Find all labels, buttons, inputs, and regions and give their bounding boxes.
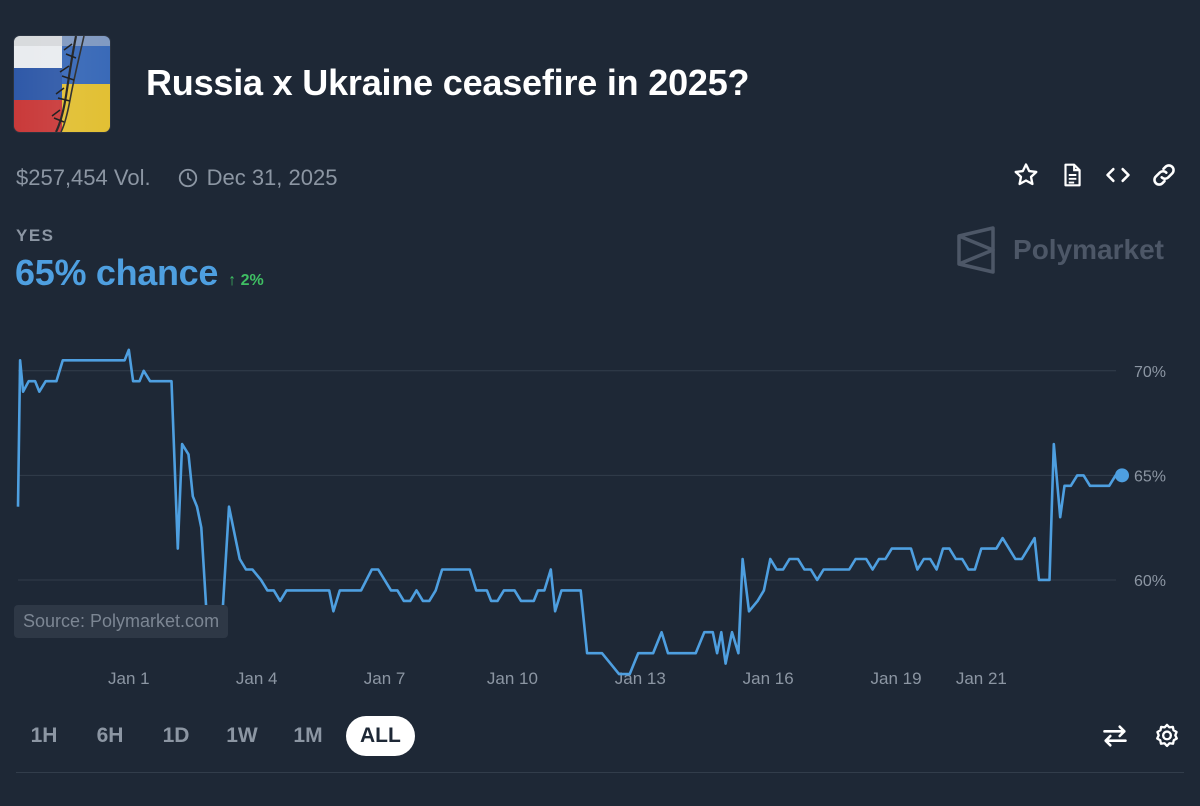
x-tick-label: Jan 16	[743, 669, 794, 688]
end-date: Dec 31, 2025	[177, 165, 338, 191]
x-tick-label: Jan 21	[956, 669, 1007, 688]
time-range-selector: 1H 6H 1D 1W 1M ALL	[16, 716, 415, 756]
y-tick-label: 60%	[1134, 573, 1166, 590]
polymarket-logo-icon	[957, 226, 995, 274]
outcome-chance: 65% chance ↑ 2%	[15, 252, 264, 294]
x-tick-label: Jan 19	[871, 669, 922, 688]
brand-name: Polymarket	[1013, 234, 1164, 265]
series-end-point	[1115, 468, 1129, 483]
range-button-1h[interactable]: 1H	[30, 724, 58, 747]
volume: $257,454 Vol.	[16, 165, 151, 191]
chart-gridlines	[18, 370, 1116, 581]
market-header	[14, 36, 110, 132]
market-title: Russia x Ukraine ceasefire in 2025?	[146, 62, 750, 103]
x-tick-label: Jan 1	[108, 669, 150, 688]
outcome-label: YES	[16, 226, 55, 245]
market-meta: $257,454 Vol. Dec 31, 2025	[16, 164, 337, 192]
document-icon	[1064, 163, 1081, 187]
range-button-1m[interactable]: 1M	[293, 724, 323, 747]
embed-button[interactable]	[1104, 160, 1132, 190]
copy-link-button[interactable]	[1150, 160, 1178, 190]
chart-tools	[1100, 720, 1182, 752]
range-button-1w[interactable]: 1W	[226, 724, 258, 747]
bookmark-button[interactable]	[1012, 160, 1040, 190]
flags-image	[14, 36, 110, 132]
range-button-all[interactable]: ALL	[346, 716, 415, 756]
clock-icon	[178, 168, 197, 188]
range-button-1d[interactable]: 1D	[162, 724, 190, 747]
swap-outcome-button[interactable]	[1100, 720, 1130, 752]
market-thumbnail-image	[14, 36, 110, 132]
y-tick-label: 65%	[1134, 468, 1166, 485]
arrow-up-icon: ↑	[228, 272, 237, 289]
link-icon	[1153, 164, 1175, 186]
x-axis-labels: Jan 1 Jan 4 Jan 7 Jan 10 Jan 13 Jan 16 Jan 19 J…	[108, 669, 1007, 688]
x-tick-label: Jan 10	[487, 669, 538, 688]
end-date-text: Dec 31, 2025	[206, 165, 338, 190]
source-badge: Source: Polymarket.com	[14, 605, 229, 638]
volume-text: $257,454 Vol.	[16, 165, 151, 190]
bottom-divider	[16, 772, 1184, 773]
x-tick-label: Jan 4	[236, 669, 278, 688]
embed-code-icon	[1106, 167, 1130, 183]
gear-icon	[1156, 723, 1178, 748]
chart-settings-button[interactable]	[1152, 720, 1182, 752]
swap-arrows-icon	[1103, 725, 1127, 747]
market-actions	[1012, 160, 1178, 190]
y-tick-label: 70%	[1134, 364, 1166, 381]
star-icon	[1014, 163, 1038, 186]
rules-button[interactable]	[1058, 160, 1086, 190]
delta-value: 2%	[240, 272, 264, 289]
chance-value: 65% chance	[15, 252, 219, 293]
chance-delta: ↑ 2%	[228, 272, 264, 290]
brand-watermark: Polymarket	[955, 226, 1164, 274]
range-button-6h[interactable]: 6H	[96, 724, 124, 747]
x-tick-label: Jan 13	[615, 669, 666, 688]
y-axis-labels: 60% 65% 70%	[1134, 364, 1166, 590]
x-tick-label: Jan 7	[364, 669, 406, 688]
price-chart[interactable]: 60%65%70% Jan 1 Jan 4 Jan 7 Jan 10 Jan 13 Jan…	[0, 300, 1200, 700]
